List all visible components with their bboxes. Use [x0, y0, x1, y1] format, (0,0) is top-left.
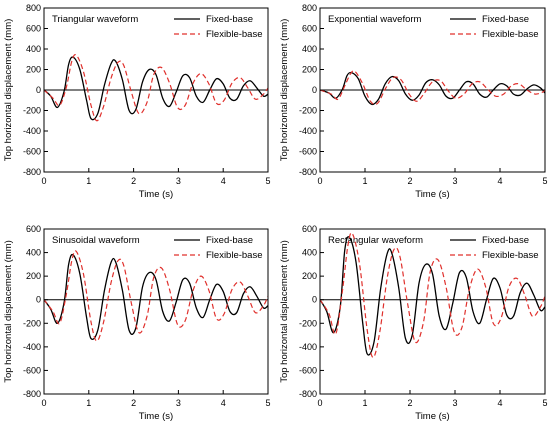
series-line-flexible-base [320, 70, 545, 106]
x-tick-label: 3 [176, 398, 181, 408]
panel-annotation: Rectangular waveform [328, 235, 423, 246]
y-tick-label: -800 [299, 167, 317, 177]
y-axis-label: Top horizontal displacement (mm) [3, 19, 14, 162]
x-tick-label: 4 [221, 176, 226, 186]
y-tick-label: -400 [23, 126, 41, 136]
x-tick-label: 3 [452, 176, 457, 186]
legend: Fixed-base Flexible-base [450, 235, 539, 261]
x-axis-label: Time (s) [415, 411, 449, 422]
y-tick-label: -400 [299, 342, 317, 352]
y-tick-label: 0 [312, 85, 317, 95]
y-tick-label: -400 [23, 342, 41, 352]
y-tick-label: -600 [299, 365, 317, 375]
plot-frame [319, 228, 546, 395]
y-tick-label: -200 [299, 318, 317, 328]
legend-label-flexible-base: Flexible-base [206, 250, 263, 261]
legend-label-fixed-base: Fixed-base [482, 235, 529, 246]
y-axis-label: Top horizontal displacement (mm) [3, 240, 14, 383]
legend: Fixed-base Flexible-base [174, 235, 263, 261]
x-tick-label: 2 [131, 398, 136, 408]
y-tick-label: 600 [302, 24, 317, 34]
y-tick-label: 200 [302, 271, 317, 281]
x-axis-label: Time (s) [139, 189, 173, 200]
x-axis-label: Time (s) [139, 411, 173, 422]
x-axis-label: Time (s) [415, 189, 449, 200]
y-tick-label: 600 [26, 224, 41, 234]
x-tick-label: 3 [176, 176, 181, 186]
legend-label-fixed-base: Fixed-base [206, 235, 253, 246]
x-tick-label: 5 [265, 398, 270, 408]
x-tick-label: 5 [542, 398, 547, 408]
x-tick-label: 2 [407, 398, 412, 408]
y-tick-label: -800 [299, 389, 317, 399]
y-tick-label: -600 [299, 147, 317, 157]
y-tick-label: 400 [302, 44, 317, 54]
x-tick-label: 1 [362, 398, 367, 408]
x-tick-label: 0 [41, 398, 46, 408]
legend-label-flexible-base: Flexible-base [482, 250, 539, 261]
panel-triangular: Triangular waveform Time (s) Top horizon… [3, 3, 271, 200]
x-tick-label: 4 [221, 398, 226, 408]
y-tick-label: 0 [36, 295, 41, 305]
x-tick-label: 0 [41, 176, 46, 186]
y-tick-label: 400 [302, 248, 317, 258]
x-tick-label: 4 [497, 176, 502, 186]
y-tick-label: -400 [299, 126, 317, 136]
y-tick-label: 600 [302, 224, 317, 234]
x-tick-label: 1 [86, 176, 91, 186]
legend-label-fixed-base: Fixed-base [206, 14, 253, 25]
y-tick-label: -600 [23, 365, 41, 375]
series-line-fixed-base [320, 236, 545, 356]
y-tick-label: -200 [23, 106, 41, 116]
y-tick-label: -800 [23, 389, 41, 399]
series-line-fixed-base [320, 71, 545, 106]
x-tick-label: 1 [86, 398, 91, 408]
y-tick-label: 800 [302, 3, 317, 13]
series-line-flexible-base [44, 54, 268, 122]
x-tick-label: 2 [407, 176, 412, 186]
series-line-fixed-base [44, 253, 268, 341]
panel-annotation: Sinusoidal waveform [52, 235, 140, 246]
x-tick-label: 5 [542, 176, 547, 186]
y-tick-label: -600 [23, 147, 41, 157]
y-tick-label: 200 [26, 65, 41, 75]
legend-label-flexible-base: Flexible-base [206, 29, 263, 40]
y-tick-label: -800 [23, 167, 41, 177]
y-tick-label: 600 [26, 24, 41, 34]
x-tick-label: 2 [131, 176, 136, 186]
x-tick-label: 3 [452, 398, 457, 408]
series-line-flexible-base [44, 250, 268, 342]
y-axis-label: Top horizontal displacement (mm) [279, 240, 290, 383]
plot-frame [43, 228, 269, 395]
panel-rectangular: Rectangular waveform Time (s) Top horizo… [279, 224, 548, 422]
y-tick-label: 400 [26, 248, 41, 258]
x-tick-label: 0 [317, 176, 322, 186]
y-tick-label: -200 [299, 106, 317, 116]
legend-label-flexible-base: Flexible-base [482, 29, 539, 40]
panel-sinusoidal: Sinusoidal waveform Time (s) Top horizon… [3, 224, 271, 422]
x-tick-label: 5 [265, 176, 270, 186]
panel-exponential: Exponential waveform Time (s) Top horizo… [279, 3, 548, 200]
x-tick-label: 0 [317, 398, 322, 408]
y-axis-label: Top horizontal displacement (mm) [279, 19, 290, 162]
y-tick-label: 200 [26, 271, 41, 281]
legend: Fixed-base Flexible-base [174, 14, 263, 40]
series-line-fixed-base [44, 56, 268, 121]
legend-label-fixed-base: Fixed-base [482, 14, 529, 25]
series-line-flexible-base [320, 232, 545, 359]
y-tick-label: 0 [36, 85, 41, 95]
y-tick-label: -200 [23, 318, 41, 328]
x-tick-label: 1 [362, 176, 367, 186]
y-tick-label: 0 [312, 295, 317, 305]
y-tick-label: 800 [26, 3, 41, 13]
y-tick-label: 400 [26, 44, 41, 54]
legend: Fixed-base Flexible-base [450, 14, 539, 40]
panel-annotation: Exponential waveform [328, 14, 422, 25]
x-tick-label: 4 [497, 398, 502, 408]
panel-annotation: Triangular waveform [52, 14, 138, 25]
y-tick-label: 200 [302, 65, 317, 75]
